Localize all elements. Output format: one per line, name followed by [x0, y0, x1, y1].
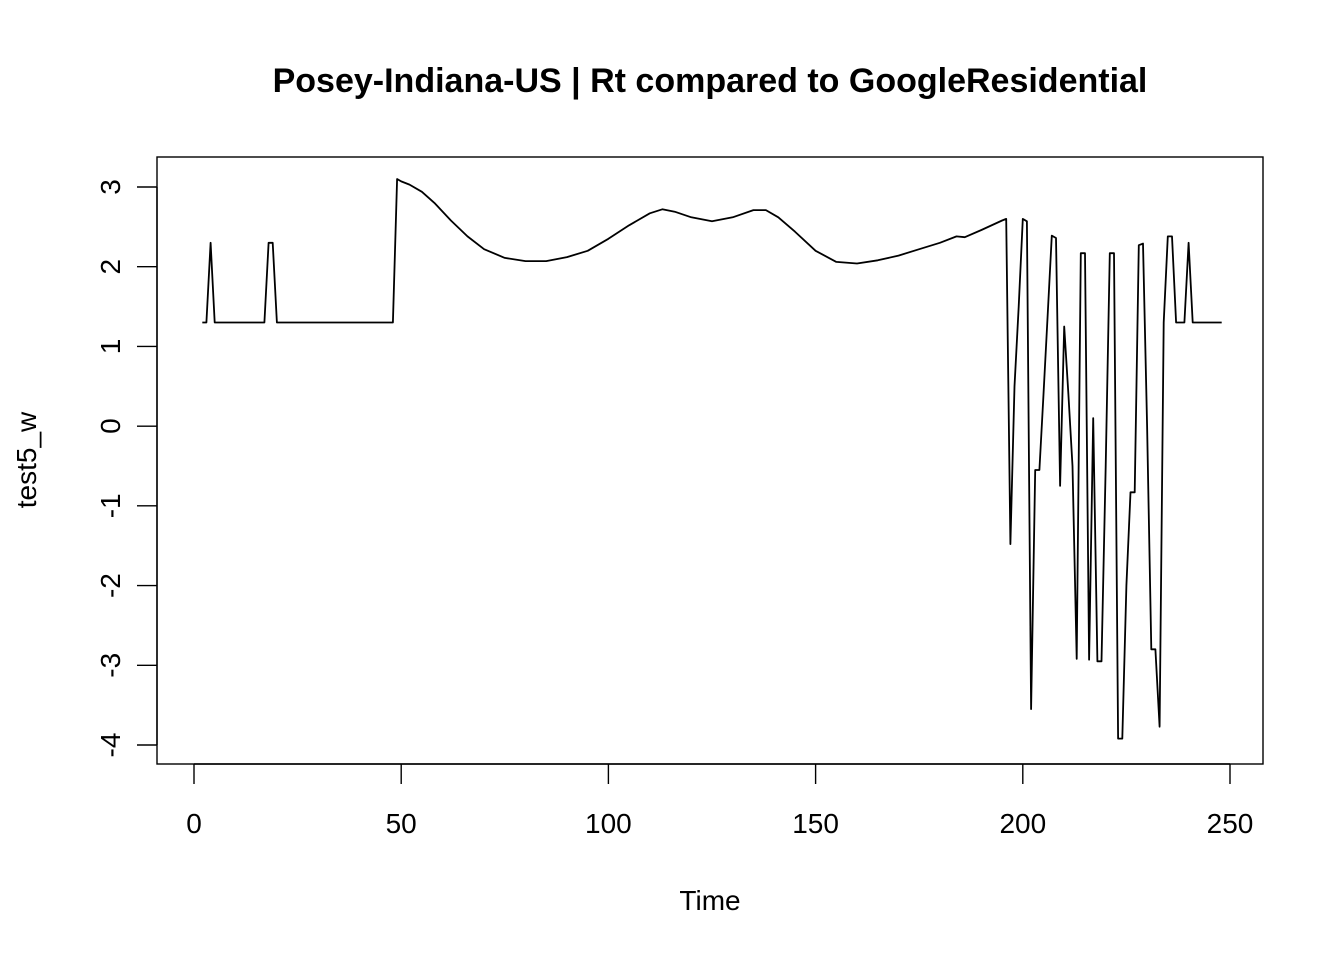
x-axis-title: Time [679, 885, 740, 916]
x-tick-label: 50 [386, 808, 417, 839]
y-tick-label: 1 [95, 339, 126, 355]
x-tick-label: 250 [1207, 808, 1254, 839]
x-tick-label: 200 [999, 808, 1046, 839]
x-tick-label: 100 [585, 808, 632, 839]
y-tick-label: -2 [95, 573, 126, 598]
y-tick-label: -4 [95, 733, 126, 758]
y-axis: -4 -3 -2 -1 0 1 2 3 [95, 179, 158, 758]
y-axis-title: test5_w [11, 411, 42, 508]
y-tick-label: 0 [95, 418, 126, 434]
y-tick-label: -3 [95, 653, 126, 678]
y-tick-label: 3 [95, 179, 126, 195]
y-tick-label: 2 [95, 259, 126, 275]
y-tick-label: -1 [95, 493, 126, 518]
chart-title: Posey-Indiana-US | Rt compared to Google… [273, 62, 1148, 100]
x-tick-label: 0 [186, 808, 202, 839]
plot-frame [156, 156, 1264, 765]
x-tick-label: 150 [792, 808, 839, 839]
x-axis: 0 50 100 150 200 250 [186, 763, 1254, 839]
series-line [202, 178, 1222, 740]
